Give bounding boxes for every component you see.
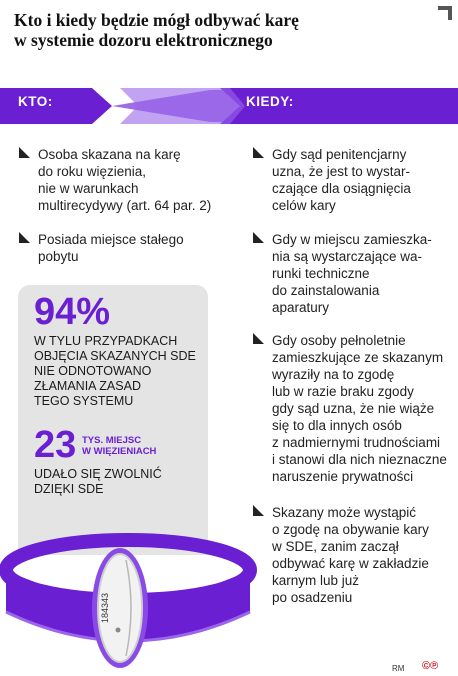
kiedy-item-3-line: lub w razie braku zgody — [272, 384, 414, 399]
header-band — [0, 88, 458, 124]
kiedy-item-1: Gdy sąd penitencjarny uzna, że jest to w… — [253, 146, 452, 214]
stat1-line: ZŁAMANIA ZASAD — [34, 379, 141, 393]
bullet-arrow-icon — [253, 333, 264, 344]
kiedy-item-1-line: celów kary — [272, 198, 336, 213]
stat1-value: 94% — [34, 291, 111, 333]
stat2-unit: TYS. MIEJSC W WIĘZIENIACH — [82, 435, 156, 457]
corner-mark — [438, 6, 452, 20]
kiedy-item-4-line: o zgodę na obywanie kary — [272, 522, 429, 537]
kiedy-item-2-line: runki techniczne — [272, 266, 370, 281]
stat2-value: 23 — [34, 424, 77, 466]
kto-item-2: Posiada miejsce stałego pobytu — [19, 231, 218, 265]
kiedy-item-3-line: i stanowi dla nich nieznaczne — [272, 452, 447, 467]
bullet-arrow-icon — [19, 147, 30, 158]
kto-item-1-line: Osoba skazana na karę — [38, 147, 181, 162]
kiedy-item-3-line: się to dla innych osób — [272, 418, 402, 433]
kiedy-item-1-line: czające dla osiągnięcia — [272, 181, 411, 196]
kiedy-item-2-line: Gdy w miejscu zamieszka- — [272, 232, 432, 247]
kiedy-item-1-line: uzna, że jest to wystar- — [272, 164, 411, 179]
stat1-line: NIE ODNOTOWANO — [34, 364, 152, 378]
kiedy-item-3-line: Gdy osoby pełnoletnie — [272, 333, 406, 348]
kto-item-1-line: do roku więzienia, — [38, 164, 147, 179]
stats-panel — [18, 285, 208, 555]
kiedy-item-3-line: naruszenie prywatności — [272, 469, 414, 484]
kiedy-item-4-line: odbywać karę w zakładzie — [272, 556, 429, 571]
kto-item-1: Osoba skazana na karę do roku więzienia,… — [19, 146, 218, 214]
kiedy-item-1-line: Gdy sąd penitencjarny — [272, 147, 407, 162]
kto-header: KTO: — [18, 94, 53, 109]
electronic-bracelet-icon: 184343 — [0, 533, 257, 668]
kto-item-2-line: Posiada miejsce stałego — [38, 232, 184, 247]
stat2-line: DZIĘKI SDE — [34, 482, 104, 496]
infographic-title: Kto i kiedy będzie mógł odbywać karę w s… — [14, 10, 424, 50]
kiedy-item-4-line: w SDE, zanim zaczął — [272, 539, 399, 554]
stat2-line: UDAŁO SIĘ ZWOLNIĆ — [34, 467, 162, 481]
kiedy-item-4-line: karnym lub już — [272, 573, 360, 588]
kiedy-item-2-line: do zainstalowania — [272, 283, 380, 298]
kiedy-item-3-line: zamieszkujące ze skazanym — [272, 350, 444, 365]
stat1-line: OBJĘCIA SKAZANYCH SDE — [34, 349, 196, 363]
kto-item-1-line: nie w warunkach — [38, 181, 139, 196]
kiedy-item-4-line: po osadzeniu — [272, 590, 353, 605]
kto-item-1-line: multirecydywy (art. 64 par. 2) — [38, 198, 212, 213]
bullet-arrow-icon — [19, 232, 30, 243]
kiedy-item-2-line: aparatury — [272, 300, 330, 315]
stat1-line: W TYLU PRZYPADKACH — [34, 334, 178, 348]
stat2-unit-line: W WIĘZIENIACH — [82, 446, 157, 457]
kiedy-item-4: Skazany może wystąpić o zgodę na obywani… — [253, 504, 452, 606]
author-credit: RM — [392, 664, 405, 673]
kto-item-2-line: pobytu — [38, 249, 79, 264]
header-band-shape — [0, 88, 458, 124]
kiedy-item-4-line: Skazany może wystąpić — [272, 505, 417, 520]
bullet-arrow-icon — [253, 147, 264, 158]
title-line-2: w systemie dozoru elektronicznego — [14, 30, 273, 50]
kiedy-item-3-line: z nadmiernymi trudnościami — [272, 435, 441, 450]
stat2-description: UDAŁO SIĘ ZWOLNIĆ DZIĘKI SDE — [34, 467, 162, 497]
stat1-description: W TYLU PRZYPADKACH OBJĘCIA SKAZANYCH SDE… — [34, 334, 196, 409]
device-serial: 184343 — [100, 593, 110, 623]
kiedy-item-3-line: wyraziły na to zgodę — [272, 367, 395, 382]
kiedy-item-3: Gdy osoby pełnoletnie zamieszkujące ze s… — [253, 332, 458, 485]
kiedy-item-2: Gdy w miejscu zamieszka- nia są wystarcz… — [253, 231, 452, 316]
stat2-unit-line: TYS. MIEJSC — [82, 435, 142, 446]
kiedy-item-3-line: gdy sąd uzna, że nie wiąże — [272, 401, 435, 416]
kiedy-item-2-line: nia są wystarczające wa- — [272, 249, 423, 264]
stat1-line: TEGO SYSTEMU — [34, 394, 134, 408]
title-line-1: Kto i kiedy będzie mógł odbywać karę — [14, 10, 299, 30]
kiedy-header: KIEDY: — [246, 94, 294, 109]
bullet-arrow-icon — [253, 232, 264, 243]
bullet-arrow-icon — [253, 505, 264, 516]
publisher-logo: ©℗ — [422, 660, 439, 672]
